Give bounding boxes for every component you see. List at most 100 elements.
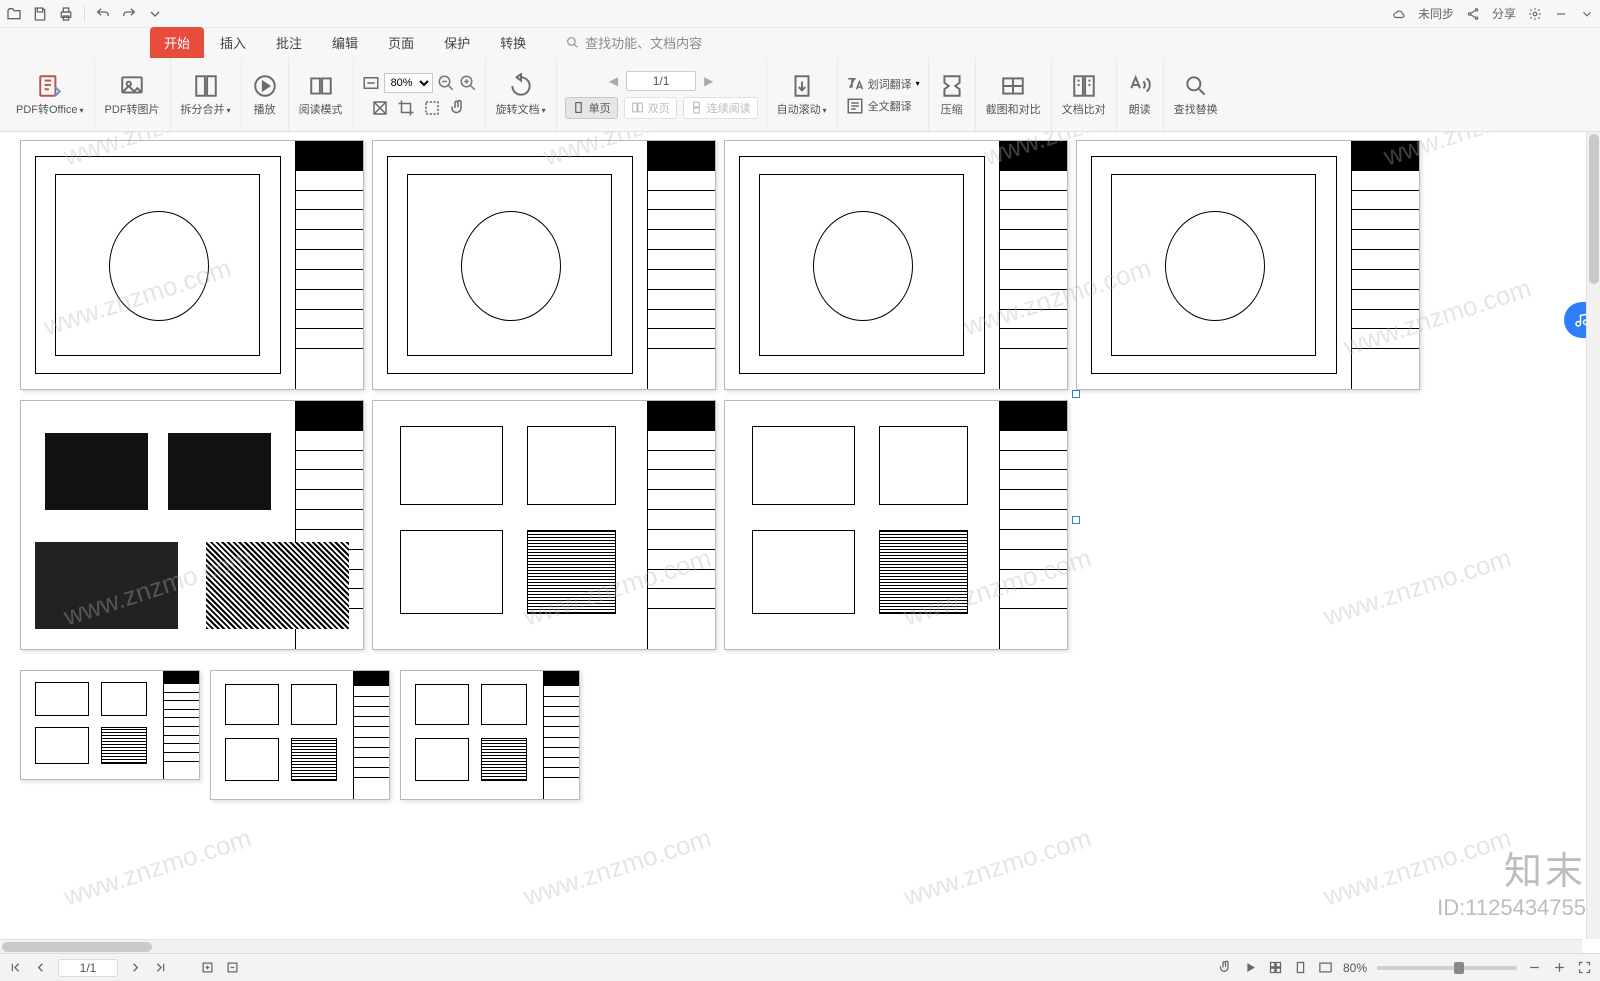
cloud-icon[interactable] <box>1392 7 1406 21</box>
drawing-sheet[interactable] <box>724 400 1068 650</box>
drawing-sheet[interactable] <box>20 670 200 780</box>
watermark: www.znzmo.com <box>900 823 1095 913</box>
drawing-sheet[interactable] <box>20 400 364 650</box>
grp-zoom: 80% <box>354 58 486 131</box>
redo-icon[interactable] <box>121 6 137 22</box>
btn-pdf-to-image[interactable]: PDF转图片 <box>95 58 171 131</box>
status-zoom-value[interactable]: 80% <box>1343 961 1367 975</box>
btn-single-page[interactable]: 单页 <box>565 97 618 119</box>
undo-icon[interactable] <box>95 6 111 22</box>
lbl-pdf-to-office: PDF转Office <box>16 104 78 116</box>
prev-page-icon[interactable]: ◀ <box>609 74 618 88</box>
title-block <box>295 141 363 389</box>
search-icon <box>566 36 579 49</box>
btn-read-aloud[interactable]: 朗读 <box>1117 58 1164 131</box>
zoom-slider[interactable] <box>1377 966 1517 970</box>
drawing-area <box>35 156 281 374</box>
hand-icon[interactable] <box>449 99 467 117</box>
next-page-status-icon[interactable] <box>128 960 143 975</box>
add-page-icon[interactable] <box>200 960 215 975</box>
fit-icon[interactable] <box>1318 960 1333 975</box>
btn-auto-scroll[interactable]: 自动滚动▾ <box>767 58 838 131</box>
caret-icon[interactable] <box>1580 7 1594 21</box>
single-page-icon <box>572 101 585 114</box>
btn-full-translate[interactable]: 全文翻译 <box>846 97 912 115</box>
sync-status[interactable]: 未同步 <box>1418 5 1454 22</box>
tab-insert[interactable]: 插入 <box>206 27 260 58</box>
first-page-icon[interactable] <box>8 960 23 975</box>
drawing-sheet[interactable] <box>1076 140 1420 390</box>
play-status-icon[interactable] <box>1243 960 1258 975</box>
btn-rotate[interactable]: 旋转文档▾ <box>486 58 557 131</box>
scrollbar-thumb[interactable] <box>2 942 152 952</box>
crop-icon[interactable] <box>397 99 415 117</box>
save-icon[interactable] <box>32 6 48 22</box>
btn-read-mode[interactable]: 阅读模式 <box>289 58 354 131</box>
btn-double-page[interactable]: 双页 <box>624 97 677 119</box>
drawing-sheet[interactable] <box>20 140 364 390</box>
drawing-sheet[interactable] <box>724 140 1068 390</box>
share-label[interactable]: 分享 <box>1492 5 1516 22</box>
zoom-out-icon[interactable] <box>437 74 455 92</box>
document-canvas[interactable]: www.znzmo.comwww.znzmo.comwww.znzmo.comw… <box>0 132 1600 953</box>
search-placeholder: 查找功能、文档内容 <box>585 33 702 52</box>
read-mode-icon <box>308 73 334 99</box>
brand-watermark: 知末 ID:1125434755 <box>1437 840 1586 921</box>
hand-tool-icon[interactable] <box>1218 960 1233 975</box>
fit-width-icon[interactable] <box>362 74 380 92</box>
drawing-sheet[interactable] <box>400 670 580 800</box>
print-icon[interactable] <box>58 6 74 22</box>
zoom-select[interactable]: 80% <box>384 73 433 93</box>
selection-handle[interactable] <box>1072 390 1080 398</box>
btn-continuous[interactable]: 连续阅读 <box>683 97 758 119</box>
separator <box>84 6 85 22</box>
read-aloud-icon <box>1127 73 1153 99</box>
btn-play[interactable]: 播放 <box>242 58 289 131</box>
zoom-in-status-icon[interactable] <box>1552 960 1567 975</box>
next-page-icon[interactable]: ▶ <box>704 74 713 88</box>
tab-page[interactable]: 页面 <box>374 27 428 58</box>
actual-size-icon[interactable] <box>371 99 389 117</box>
view-mode-icon[interactable] <box>1268 960 1283 975</box>
btn-split-merge[interactable]: 拆分合并▾ <box>171 58 242 131</box>
word-translate-icon <box>846 75 864 93</box>
zoom-out-status-icon[interactable] <box>1527 960 1542 975</box>
prev-page-status-icon[interactable] <box>33 960 48 975</box>
chevron-down-icon[interactable] <box>147 6 163 22</box>
btn-doc-compare[interactable]: 文档比对 <box>1052 58 1117 131</box>
find-replace-icon <box>1183 73 1209 99</box>
ribbon-search[interactable]: 查找功能、文档内容 <box>552 27 716 58</box>
open-icon[interactable] <box>6 6 22 22</box>
tab-start[interactable]: 开始 <box>150 27 204 58</box>
zoom-slider-knob[interactable] <box>1454 962 1464 974</box>
title-block <box>543 671 579 799</box>
btn-find-replace[interactable]: 查找替换 <box>1164 58 1228 131</box>
btn-word-translate[interactable]: 划词翻译▾ <box>846 75 920 93</box>
tab-annotate[interactable]: 批注 <box>262 27 316 58</box>
drawing-sheet[interactable] <box>210 670 390 800</box>
tab-convert[interactable]: 转换 <box>486 27 540 58</box>
tab-edit[interactable]: 编辑 <box>318 27 372 58</box>
fullscreen-icon[interactable] <box>1577 960 1592 975</box>
drawing-sheet[interactable] <box>372 400 716 650</box>
horizontal-scrollbar[interactable] <box>0 939 1582 953</box>
status-page-indicator[interactable]: 1/1 <box>58 959 118 977</box>
page-indicator[interactable]: 1/1 <box>626 71 696 91</box>
btn-compress[interactable]: 压缩 <box>929 58 976 131</box>
remove-page-icon[interactable] <box>225 960 240 975</box>
tab-protect[interactable]: 保护 <box>430 27 484 58</box>
drawing-sheet[interactable] <box>372 140 716 390</box>
btn-screenshot-compare[interactable]: 截图和对比 <box>976 58 1052 131</box>
scrollbar-thumb[interactable] <box>1589 134 1599 284</box>
vertical-scrollbar[interactable] <box>1586 132 1600 939</box>
selection-handle[interactable] <box>1072 516 1080 524</box>
btn-pdf-to-office[interactable]: PDF转Office▾ <box>6 58 95 131</box>
selection-icon[interactable] <box>423 99 441 117</box>
single-view-icon[interactable] <box>1293 960 1308 975</box>
zoom-in-icon[interactable] <box>459 74 477 92</box>
gear-icon[interactable] <box>1528 7 1542 21</box>
pdf-office-icon <box>37 73 63 99</box>
last-page-icon[interactable] <box>153 960 168 975</box>
minimize-icon[interactable] <box>1554 7 1568 21</box>
share-icon[interactable] <box>1466 7 1480 21</box>
